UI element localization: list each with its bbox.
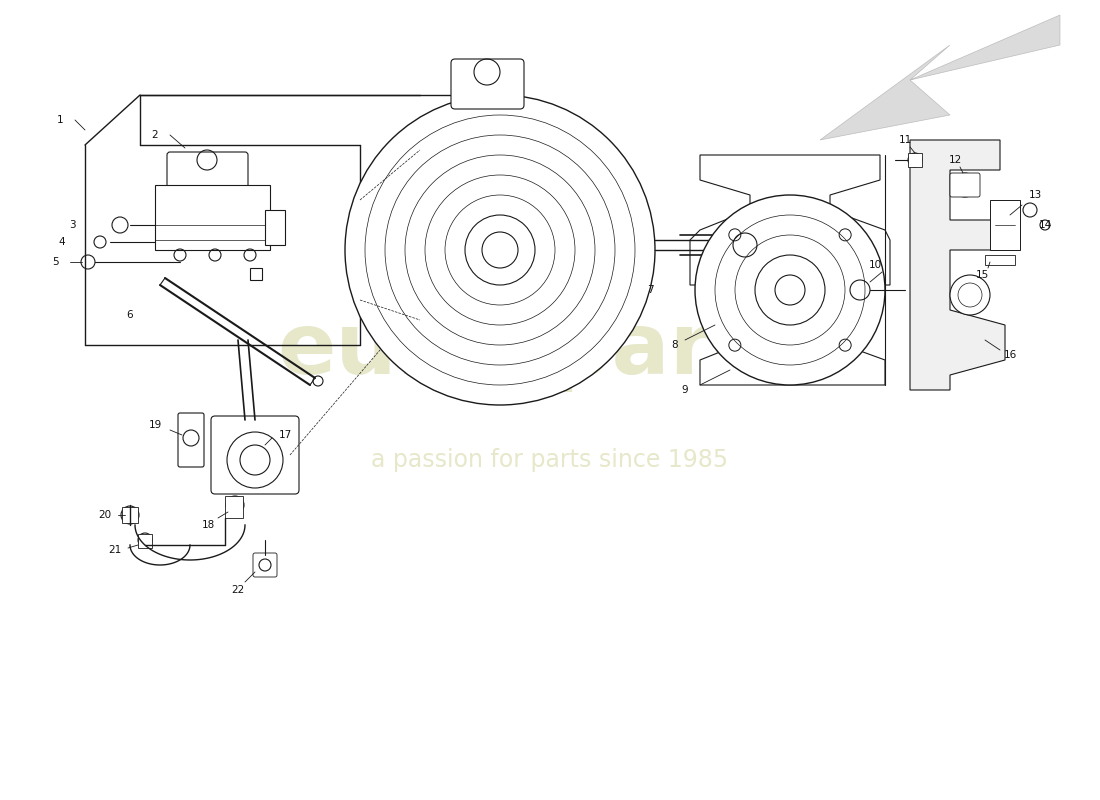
Bar	[155, 185, 270, 250]
Text: 3: 3	[68, 220, 75, 230]
Text: 5: 5	[52, 257, 58, 267]
FancyBboxPatch shape	[253, 553, 277, 577]
Text: a passion for parts since 1985: a passion for parts since 1985	[372, 448, 728, 472]
Polygon shape	[690, 155, 890, 385]
Bar	[122, 507, 138, 523]
Text: 6: 6	[126, 310, 133, 320]
FancyBboxPatch shape	[451, 59, 524, 109]
Bar	[226, 496, 243, 518]
Text: 4: 4	[58, 237, 65, 247]
Bar	[908, 153, 922, 167]
Text: 10: 10	[868, 260, 881, 270]
Text: 16: 16	[1003, 350, 1016, 360]
Text: 2: 2	[152, 130, 158, 140]
Circle shape	[695, 195, 886, 385]
FancyBboxPatch shape	[211, 416, 299, 494]
Text: 12: 12	[948, 155, 961, 165]
Text: 1: 1	[57, 115, 64, 125]
Text: 11: 11	[899, 135, 912, 145]
Polygon shape	[820, 15, 1060, 140]
Text: 9: 9	[682, 385, 689, 395]
Text: 15: 15	[976, 270, 989, 280]
Circle shape	[950, 275, 990, 315]
Text: 14: 14	[1038, 220, 1052, 230]
Text: 17: 17	[278, 430, 292, 440]
Bar	[265, 210, 285, 245]
Text: 19: 19	[148, 420, 162, 430]
Text: 8: 8	[672, 340, 679, 350]
Text: 13: 13	[1028, 190, 1042, 200]
Polygon shape	[990, 200, 1020, 250]
FancyBboxPatch shape	[167, 152, 248, 193]
Text: 18: 18	[201, 520, 214, 530]
Bar	[984, 255, 1015, 265]
Polygon shape	[910, 140, 1005, 390]
Text: 21: 21	[109, 545, 122, 555]
Circle shape	[345, 95, 654, 405]
FancyBboxPatch shape	[178, 413, 204, 467]
Bar	[250, 268, 262, 280]
Text: 20: 20	[98, 510, 111, 520]
Bar	[138, 534, 152, 548]
FancyBboxPatch shape	[950, 173, 980, 197]
Text: 22: 22	[231, 585, 244, 595]
Text: 7: 7	[647, 285, 653, 295]
Text: eurospares: eurospares	[277, 309, 823, 391]
